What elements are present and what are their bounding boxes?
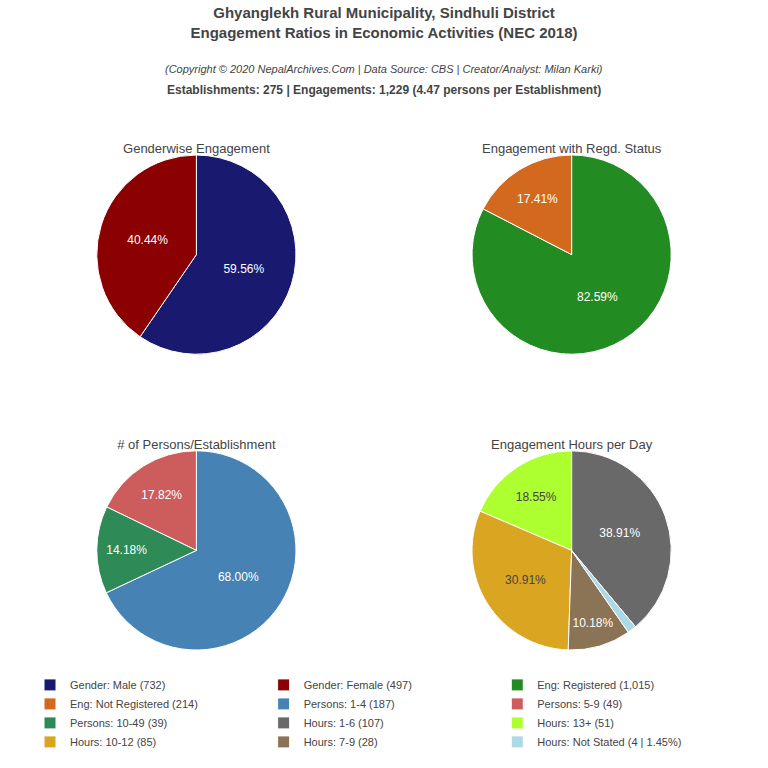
svg-text:17.82%: 17.82% [141,488,182,502]
svg-text:Hours: Not Stated (4 | 1.45%): Hours: Not Stated (4 | 1.45%) [537,736,681,748]
svg-text:Genderwise Engagement: Genderwise Engagement [123,141,270,156]
svg-text:40.44%: 40.44% [127,233,168,247]
svg-text:59.56%: 59.56% [223,262,264,276]
svg-text:17.41%: 17.41% [517,192,558,206]
svg-text:Eng: Registered (1,015): Eng: Registered (1,015) [537,679,654,691]
svg-text:Gender: Male (732): Gender: Male (732) [70,679,165,691]
svg-text:Engagement with Regd. Status: Engagement with Regd. Status [482,141,662,156]
svg-text:# of Persons/Establishment: # of Persons/Establishment [117,437,276,452]
svg-text:82.59%: 82.59% [577,290,618,304]
svg-text:Establishments: 275 | Engageme: Establishments: 275 | Engagements: 1,229… [167,83,601,97]
svg-text:14.18%: 14.18% [106,543,147,557]
svg-text:Persons: 1-4 (187): Persons: 1-4 (187) [304,698,395,710]
svg-text:Ghyanglekh Rural Municipality,: Ghyanglekh Rural Municipality, Sindhuli … [190,4,577,41]
svg-text:Engagement Hours per Day: Engagement Hours per Day [491,437,653,452]
svg-text:38.91%: 38.91% [599,526,640,540]
svg-text:Hours: 1-6 (107): Hours: 1-6 (107) [304,717,384,729]
svg-text:Persons: 5-9 (49): Persons: 5-9 (49) [537,698,622,710]
svg-text:Gender: Female (497): Gender: Female (497) [304,679,412,691]
svg-text:10.18%: 10.18% [572,616,613,630]
svg-text:30.91%: 30.91% [505,573,546,587]
svg-text:Eng: Not Registered (214): Eng: Not Registered (214) [70,698,198,710]
svg-text:Hours: 7-9 (28): Hours: 7-9 (28) [304,736,378,748]
svg-text:(Copyright © 2020 NepalArchive: (Copyright © 2020 NepalArchives.Com | Da… [165,63,603,75]
svg-text:Hours: 13+ (51): Hours: 13+ (51) [537,717,614,729]
svg-text:18.55%: 18.55% [516,490,557,504]
svg-text:Persons: 10-49 (39): Persons: 10-49 (39) [70,717,167,729]
svg-text:68.00%: 68.00% [218,570,259,584]
svg-text:Hours: 10-12 (85): Hours: 10-12 (85) [70,736,156,748]
